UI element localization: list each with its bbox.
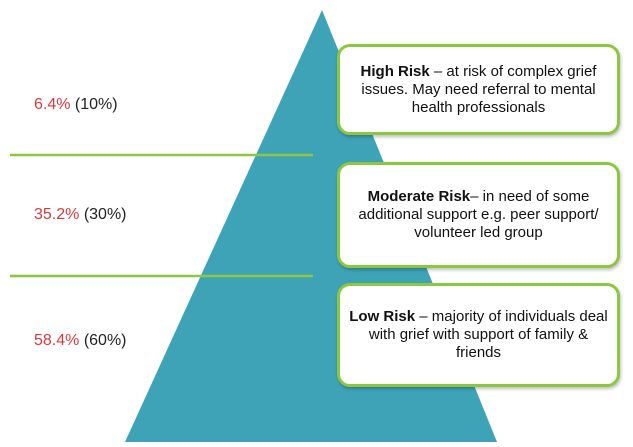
stat-percent: 6.4%: [34, 96, 71, 113]
tier-title: Moderate Risk: [367, 188, 471, 205]
tier-title: High Risk: [360, 62, 430, 80]
tier-box-text: Low Risk – majority of individuals deal …: [348, 308, 609, 362]
tier-title: Low Risk: [349, 308, 416, 325]
stat-expected: (10%): [70, 96, 118, 113]
stat-percent: 35.2%: [34, 206, 80, 223]
tier-description: – at risk of complex grief issues. May n…: [361, 62, 597, 116]
stat-expected: (30%): [79, 206, 127, 223]
tier-box-high: High Risk – at risk of complex grief iss…: [337, 44, 620, 135]
tier-box-text: Moderate Risk– in need of some additiona…: [348, 188, 609, 242]
tier-stat-high: 6.4% (10%): [34, 95, 118, 115]
tier-description: – in need of some additional support e.g…: [358, 188, 599, 241]
tier-box-moderate: Moderate Risk– in need of some additiona…: [337, 162, 620, 268]
stat-percent: 58.4%: [34, 332, 80, 349]
stat-expected: (60%): [79, 332, 127, 349]
tier-description: – majority of individuals deal with grie…: [368, 308, 608, 361]
tier-stat-moderate: 35.2% (30%): [34, 205, 127, 225]
tier-box-low: Low Risk – majority of individuals deal …: [337, 283, 620, 387]
tier-stat-low: 58.4% (60%): [34, 331, 127, 351]
tier-box-text: High Risk – at risk of complex grief iss…: [348, 63, 609, 117]
